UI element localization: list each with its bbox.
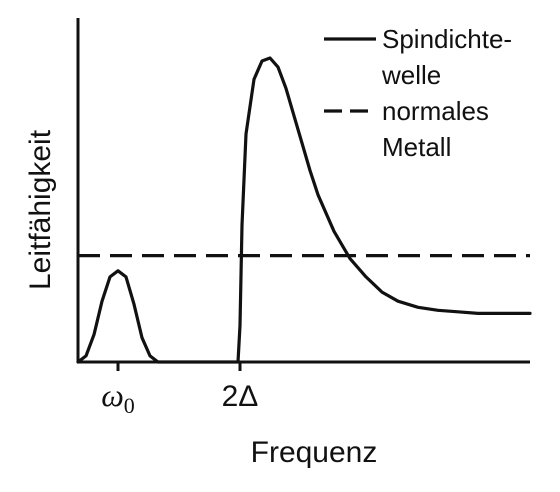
legend-label: normales [382,96,489,126]
y-axis-label: Leitfähigkeit [24,129,57,290]
legend: Spindichte-welle normales Metall [324,24,512,162]
plot-frame [76,18,530,364]
x-tick-label: ω0 [101,377,135,418]
x-axis-label: Frequenz [251,436,378,469]
legend-label: welle [381,60,441,90]
series-line-spindichtewelle [76,56,532,364]
legend-label: Metall [382,132,451,162]
legend-label: Spindichte- [382,24,512,54]
x-tick-label: 2Δ [222,380,259,413]
ticks-layer: ω0 2Δ [101,362,258,418]
series-layer [76,56,532,364]
